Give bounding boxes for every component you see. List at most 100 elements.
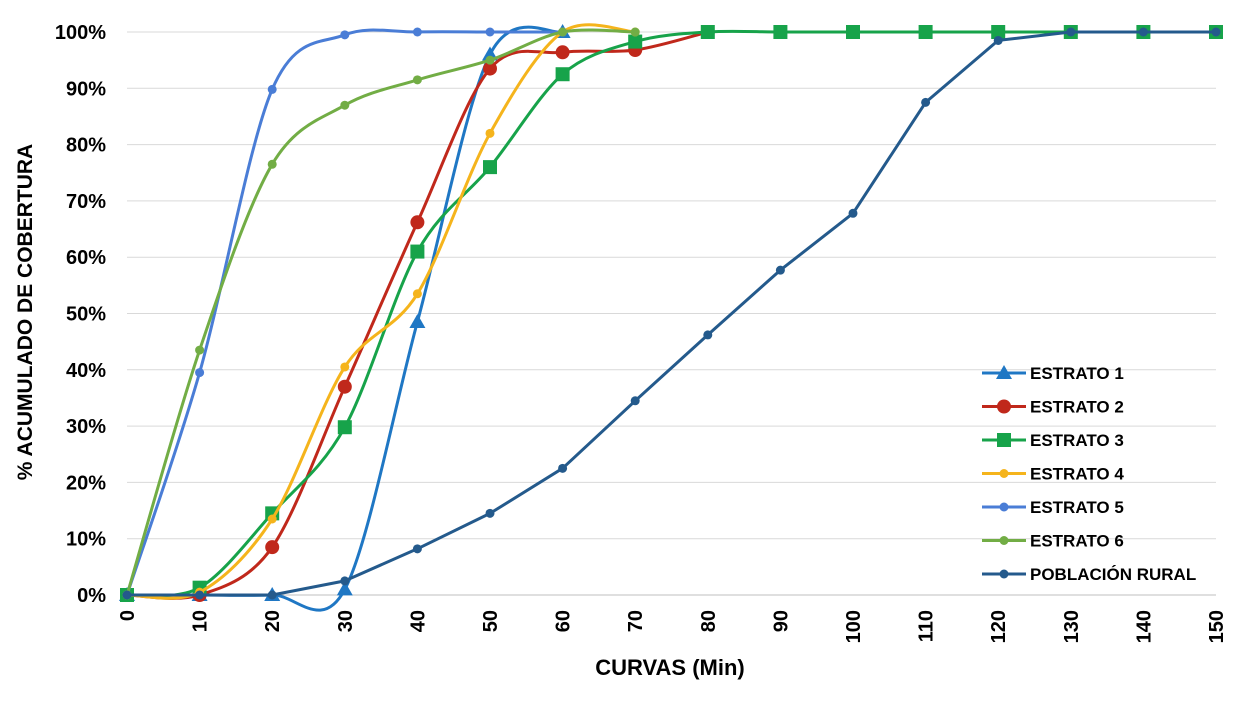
series-line (125, 28, 637, 597)
data-point (410, 215, 425, 230)
series-4 (122, 23, 640, 600)
data-point (195, 345, 205, 355)
y-tick-label: 10% (66, 529, 106, 551)
legend-item: POBLACIÓN RURAL (982, 565, 1196, 584)
x-tick-label: 70 (625, 610, 647, 632)
legend-item: ESTRATO 2 (982, 398, 1124, 417)
legend-label: ESTRATO 4 (1030, 465, 1124, 484)
data-point (630, 396, 640, 406)
y-tick-label: 90% (66, 78, 106, 100)
series-7 (122, 27, 1221, 600)
data-point (921, 97, 931, 107)
legend-item: ESTRATO 4 (982, 465, 1124, 484)
data-point (482, 46, 498, 61)
data-point (340, 30, 350, 40)
series-line (125, 28, 565, 597)
x-tick-label: 150 (1206, 610, 1228, 643)
x-tick-label: 40 (407, 610, 429, 632)
y-tick-label: 100% (55, 22, 106, 44)
data-point (267, 590, 277, 600)
legend-swatch-marker (999, 536, 1009, 545)
legend-item: ESTRATO 5 (982, 498, 1124, 517)
data-point (630, 27, 640, 37)
data-point (485, 55, 495, 65)
x-tick-label: 140 (1133, 610, 1155, 643)
data-point (412, 544, 422, 554)
legend-swatch-marker (997, 433, 1011, 447)
data-point (337, 379, 352, 394)
data-point (991, 25, 1006, 39)
legend-label: POBLACIÓN RURAL (1030, 565, 1196, 584)
legend-swatch-marker (999, 502, 1009, 512)
y-tick-label: 20% (66, 472, 106, 494)
data-point (412, 289, 422, 299)
data-point (340, 100, 350, 110)
data-point (267, 514, 277, 524)
x-tick-label: 100 (843, 610, 865, 643)
legend-label: ESTRATO 6 (1030, 532, 1124, 551)
x-tick-label: 0 (117, 610, 139, 621)
data-point (267, 84, 277, 94)
series-line (125, 23, 637, 600)
series-layer (119, 23, 1223, 612)
data-point (628, 34, 643, 49)
y-tick-label: 60% (66, 247, 106, 269)
data-point (412, 27, 422, 37)
y-axis-label: % ACUMULADO DE COBERTURA (14, 144, 37, 480)
legend-item: ESTRATO 1 (982, 364, 1124, 383)
x-tick-label: 30 (335, 610, 357, 632)
x-tick-label: 80 (698, 610, 720, 632)
legend-swatch-marker (999, 569, 1009, 579)
data-point (1138, 27, 1148, 37)
x-tick-label: 60 (553, 610, 575, 632)
x-tick-label: 120 (988, 610, 1010, 643)
legend-label: ESTRATO 2 (1030, 398, 1124, 417)
data-point (265, 540, 280, 555)
data-point (555, 45, 570, 60)
x-tick-label: 130 (1061, 610, 1083, 643)
x-tick-labels: 0 10 20 30 40 50 60 70 80 90 100 110 120 130 140 150 (117, 610, 1228, 643)
y-tick-label: 50% (66, 304, 106, 326)
data-point (918, 25, 933, 39)
data-point (267, 159, 277, 169)
y-tick-label: 70% (66, 191, 106, 213)
data-point (700, 25, 715, 39)
data-point (558, 27, 568, 37)
data-point (555, 67, 570, 82)
legend-label: ESTRATO 5 (1030, 498, 1124, 517)
data-point (558, 463, 568, 473)
x-tick-label: 10 (190, 610, 212, 632)
data-point (485, 508, 495, 518)
x-axis-label: CURVAS (Min) (595, 655, 745, 680)
gridlines (127, 31, 1216, 540)
y-tick-label: 40% (66, 360, 106, 382)
y-tick-label: 30% (66, 416, 106, 438)
legend: ESTRATO 1 ESTRATO 2 ESTRATO 3 ESTRATO 4 ESTR… (982, 364, 1196, 584)
data-point (775, 265, 785, 275)
data-point (773, 25, 788, 39)
data-point (846, 25, 860, 39)
y-tick-labels: 0% 10% 20% 30% 40% 50% 60% 70% 80% 90% 100% (55, 22, 106, 607)
legend-item: ESTRATO 6 (982, 532, 1124, 551)
data-point (1066, 27, 1076, 37)
data-point (410, 244, 425, 259)
data-point (483, 160, 497, 175)
series-line (125, 25, 565, 612)
data-point (485, 128, 495, 138)
data-point (409, 313, 426, 328)
data-point (195, 368, 205, 378)
data-point (340, 576, 350, 586)
legend-label: ESTRATO 3 (1030, 431, 1124, 450)
legend-label: ESTRATO 1 (1030, 364, 1124, 383)
legend-swatch-marker (996, 365, 1012, 379)
data-point (337, 420, 352, 435)
data-point (485, 27, 495, 37)
data-point (1211, 27, 1221, 37)
data-point (993, 35, 1003, 45)
data-point (483, 61, 497, 76)
x-tick-label: 90 (770, 610, 792, 632)
legend-swatch-marker (997, 399, 1011, 414)
data-point (340, 362, 350, 372)
